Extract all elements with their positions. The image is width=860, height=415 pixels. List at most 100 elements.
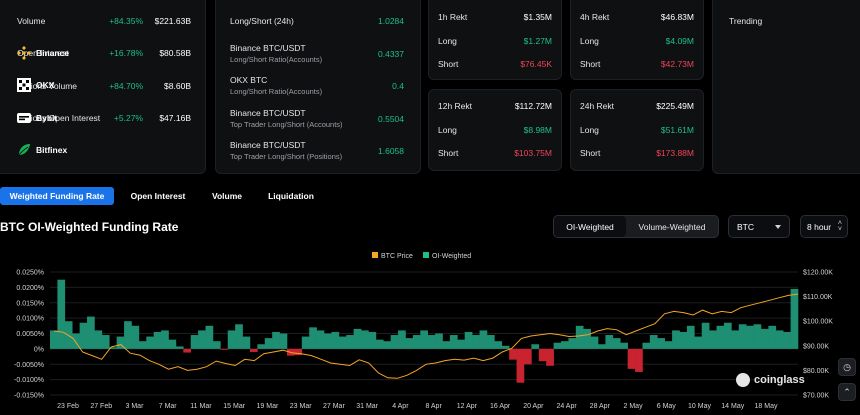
funding-bar (620, 342, 628, 349)
funding-bar (353, 328, 362, 349)
collapse-up-icon[interactable]: ⌃ (838, 383, 856, 401)
funding-bar (657, 338, 665, 349)
funding-bar (442, 341, 451, 349)
y-left-tick-label: -0.0050% (14, 362, 44, 369)
okx-logo-icon (17, 78, 31, 92)
rekt-card-1h (428, 0, 562, 80)
rekt-long-value: $4.09M (665, 36, 694, 46)
x-tick-label: 23 Mar (290, 403, 312, 410)
funding-bar (731, 330, 740, 349)
funding-bar (235, 324, 243, 349)
coinglass-logo-icon (736, 373, 750, 387)
trending-item-bitfinex[interactable]: Bitfinex (17, 143, 67, 157)
x-tick-label: 11 Mar (190, 403, 212, 410)
legend-swatch (423, 252, 429, 258)
ratio-value: 1.6058 (378, 146, 404, 156)
rekt-short-label: Short (580, 59, 601, 69)
rekt-card-24h (570, 89, 704, 171)
funding-bar (316, 330, 325, 349)
funding-bar (242, 336, 251, 349)
funding-bar (598, 344, 606, 349)
rekt-total: $1.35M (523, 12, 552, 22)
market-stats-card (0, 0, 206, 174)
funding-bar (723, 322, 732, 349)
bitfinex-logo-icon (17, 143, 31, 157)
tab-open-interest[interactable]: Open Interest (130, 191, 186, 201)
funding-bar (405, 338, 414, 349)
ratio-sublabel: Long/Short Ratio(Accounts) (230, 87, 323, 96)
funding-rate-chart[interactable]: BTC Price OI-Weighted 0.0250% 0.0200% 0.015… (0, 245, 860, 415)
x-tick-label: 4 Apr (392, 403, 409, 410)
funding-bar (479, 330, 488, 349)
clock-icon[interactable]: ◷ (838, 358, 856, 376)
funding-bar (523, 348, 532, 365)
funding-bar (309, 327, 317, 349)
funding-bar (486, 335, 495, 349)
x-tick-label: 2 May (624, 403, 644, 410)
funding-bar (227, 330, 236, 349)
funding-bar (561, 341, 569, 349)
weighting-toggle: OI-Weighted Volume-Weighted (553, 215, 719, 238)
funding-bar (116, 336, 125, 349)
x-tick-label: 16 Apr (490, 403, 511, 410)
trending-item-label: Bybit (36, 113, 58, 123)
long-short-ratio-card (215, 0, 421, 174)
funding-bar (249, 348, 258, 352)
funding-bar (590, 336, 599, 349)
interval-select[interactable]: 8 hour ˄ ˅ (800, 215, 848, 238)
rekt-title: 24h Rekt (580, 101, 615, 111)
y-left-tick-label: 0.0050% (16, 331, 44, 338)
trending-item-okx[interactable]: OKX (17, 78, 54, 92)
market-stat-change: +16.78% (109, 48, 143, 58)
funding-bar (346, 335, 354, 349)
x-tick-label: 7 Mar (159, 403, 178, 410)
rekt-title: 4h Rekt (580, 12, 610, 22)
y-right-tick-label: $120.00K (803, 270, 833, 277)
funding-bar (790, 288, 799, 349)
funding-bar (649, 335, 658, 349)
rekt-total: $46.83M (660, 12, 694, 22)
x-tick-label: 19 Mar (257, 403, 279, 410)
rekt-short-label: Short (438, 59, 459, 69)
trending-item-label: OKX (36, 80, 55, 90)
funding-bar (694, 336, 703, 349)
y-right-tick-label: $80.00K (803, 368, 829, 375)
x-tick-label: 8 Apr (425, 403, 442, 410)
rekt-title: 1h Rekt (438, 12, 468, 22)
weighting-option-volume[interactable]: Volume-Weighted (638, 221, 706, 232)
funding-bar (509, 348, 517, 360)
y-left-tick-label: 0.0250% (16, 270, 44, 277)
tab-volume[interactable]: Volume (211, 191, 243, 201)
y-left-tick-label: -0.0150% (14, 393, 44, 400)
tab-weighted-funding-rate[interactable]: Weighted Funding Rate (0, 187, 114, 205)
weighting-option-oi[interactable]: OI-Weighted (554, 216, 626, 237)
funding-bar (768, 325, 777, 349)
funding-bar (457, 339, 466, 349)
funding-bar (472, 335, 480, 349)
rekt-card-4h (570, 0, 704, 80)
rekt-short-label: Short (580, 148, 601, 158)
x-tick-label: 27 Mar (323, 403, 345, 410)
rekt-long-label: Long (438, 125, 457, 135)
funding-bar (679, 331, 688, 349)
funding-bar (553, 342, 562, 349)
x-tick-label: 3 Mar (126, 403, 145, 410)
rekt-long-value: $51.61M (660, 125, 694, 135)
rekt-total: $225.49M (656, 101, 694, 111)
funding-bar (783, 331, 791, 349)
ratio-label: OKX BTC (230, 75, 268, 85)
funding-bar (272, 331, 280, 349)
funding-bar (642, 342, 651, 349)
trending-item-binance[interactable]: Binance (17, 46, 69, 60)
y-right-tick-label: $90.00K (803, 343, 829, 350)
watermark-text: coinglass (754, 374, 805, 386)
rekt-long-value: $8.98M (523, 125, 552, 135)
funding-bar (664, 341, 673, 349)
coin-select[interactable]: BTC (728, 215, 790, 238)
trending-item-bybit[interactable]: Bybit (17, 111, 57, 125)
tab-liquidation[interactable]: Liquidation (268, 191, 314, 201)
funding-bar (390, 335, 399, 349)
bybit-logo-icon (17, 111, 31, 125)
trending-item-label: Binance (36, 48, 70, 58)
funding-bar (398, 330, 406, 349)
